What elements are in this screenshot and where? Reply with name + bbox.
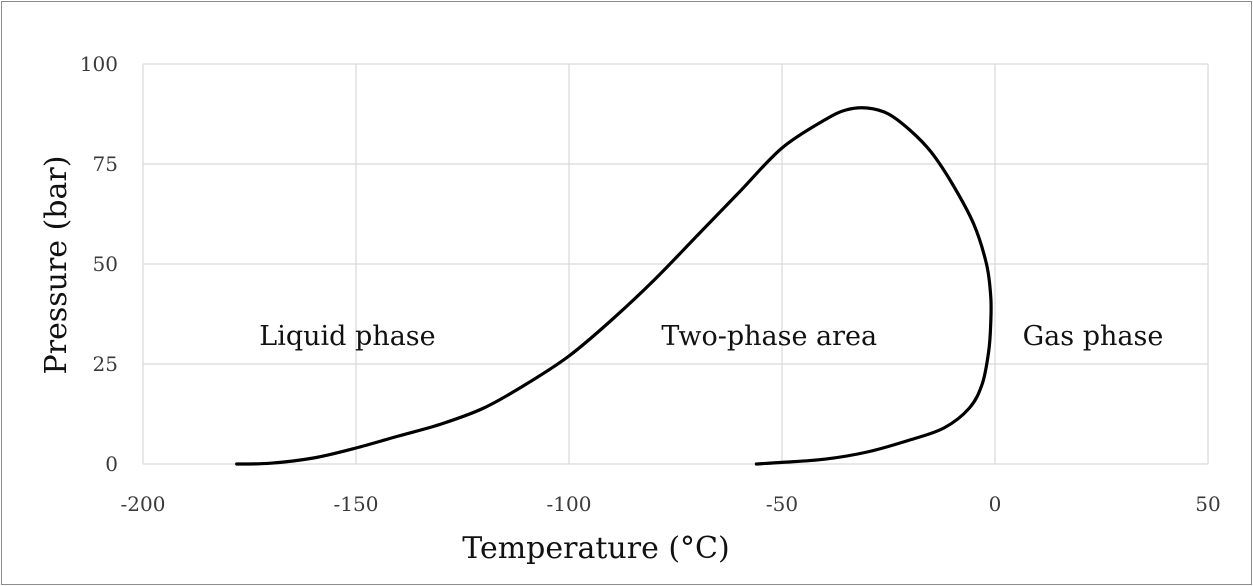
region-label: Gas phase <box>1023 321 1164 352</box>
x-tick-label: -50 <box>766 492 798 516</box>
y-tick-label: 50 <box>93 252 118 276</box>
y-tick-label: 25 <box>93 352 118 376</box>
y-tick-label: 100 <box>80 52 118 76</box>
region-label: Two-phase area <box>661 321 877 352</box>
x-tick-label: 0 <box>989 492 1002 516</box>
x-tick-label: -100 <box>547 492 592 516</box>
x-tick-labels: -200 -150 -100 -50 0 50 <box>121 492 1221 516</box>
region-label: Liquid phase <box>259 321 435 352</box>
series-lines <box>235 106 993 466</box>
y-tick-labels: 0 25 50 75 100 <box>80 52 118 476</box>
x-tick-label: -150 <box>334 492 379 516</box>
y-tick-label: 75 <box>93 152 118 176</box>
y-tick-label: 0 <box>105 452 118 476</box>
phase-envelope-line <box>235 106 993 466</box>
y-axis-title: Pressure (bar) <box>39 156 74 375</box>
gridlines <box>142 63 1209 465</box>
x-tick-label: -200 <box>121 492 166 516</box>
x-tick-label: 50 <box>1195 492 1220 516</box>
annotations: Liquid phase Two-phase area Gas phase <box>259 321 1163 352</box>
x-axis-title: Temperature (°C) <box>462 531 729 566</box>
